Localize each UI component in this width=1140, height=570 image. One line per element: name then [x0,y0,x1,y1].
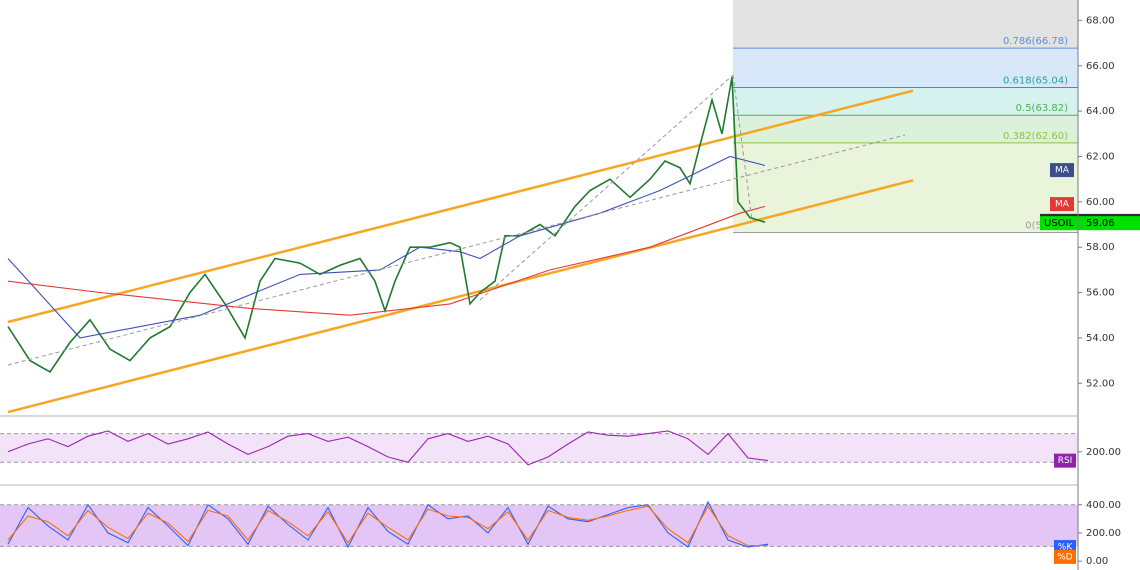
y-tick-label: 400.00 [1086,500,1121,511]
price-tag-name: USOIL [1044,218,1074,229]
fib-zone [733,142,1078,233]
fib-top-zone [733,0,1078,49]
series-line [7,76,766,373]
series-line [7,500,769,549]
indicator-tag [1050,163,1074,178]
indicator-tag [1054,453,1076,468]
indicator-tag-label: %K [1058,543,1074,553]
trend-line [479,74,734,301]
y-tick-label: 66.00 [1086,61,1115,72]
price-tag-value: 59.06 [1086,218,1115,229]
panel [7,0,1078,414]
trend-line [7,134,906,366]
fib-label: 0.618(65.04) [1003,76,1068,87]
y-tick-label: 200.00 [1086,447,1121,458]
indicator-tag [1050,197,1074,212]
y-tick-label: 0.00 [1086,556,1108,567]
series-line [7,430,769,466]
band [0,504,1078,547]
indicator-tag-label: MA [1055,166,1070,176]
price-tag [1040,216,1140,231]
series-line [7,205,766,316]
y-tick-label: 60.00 [1086,197,1115,208]
y-tick-label: 68.00 [1086,15,1115,26]
fib-label: 0.786(66.78) [1003,36,1068,47]
series-line [7,505,768,547]
y-tick-label: 62.00 [1086,151,1115,162]
y-tick-label: 64.00 [1086,106,1115,117]
channel-line [7,89,914,324]
trend-line [732,74,753,221]
indicator-tag-label: RSI [1058,456,1073,466]
panel [0,430,1078,466]
indicator-tag-label: %D [1057,552,1073,562]
y-tick-label: 200.00 [1086,528,1121,539]
panel [0,500,1078,549]
y-tick-label: 54.00 [1086,333,1115,344]
indicator-tag [1054,549,1076,564]
channel-line [7,179,914,414]
series-line [7,155,766,339]
y-tick-label: 56.00 [1086,288,1115,299]
fib-label: 0.5(63.82) [1016,103,1068,114]
y-tick-label: 52.00 [1086,378,1115,389]
band [0,433,1078,463]
fib-zone [733,115,1078,143]
indicator-tag-label: MA [1055,200,1070,210]
y-tick-label: 58.00 [1086,242,1115,253]
fib-label: 0.382(62.60) [1003,131,1068,142]
fib-zone [733,48,1078,88]
